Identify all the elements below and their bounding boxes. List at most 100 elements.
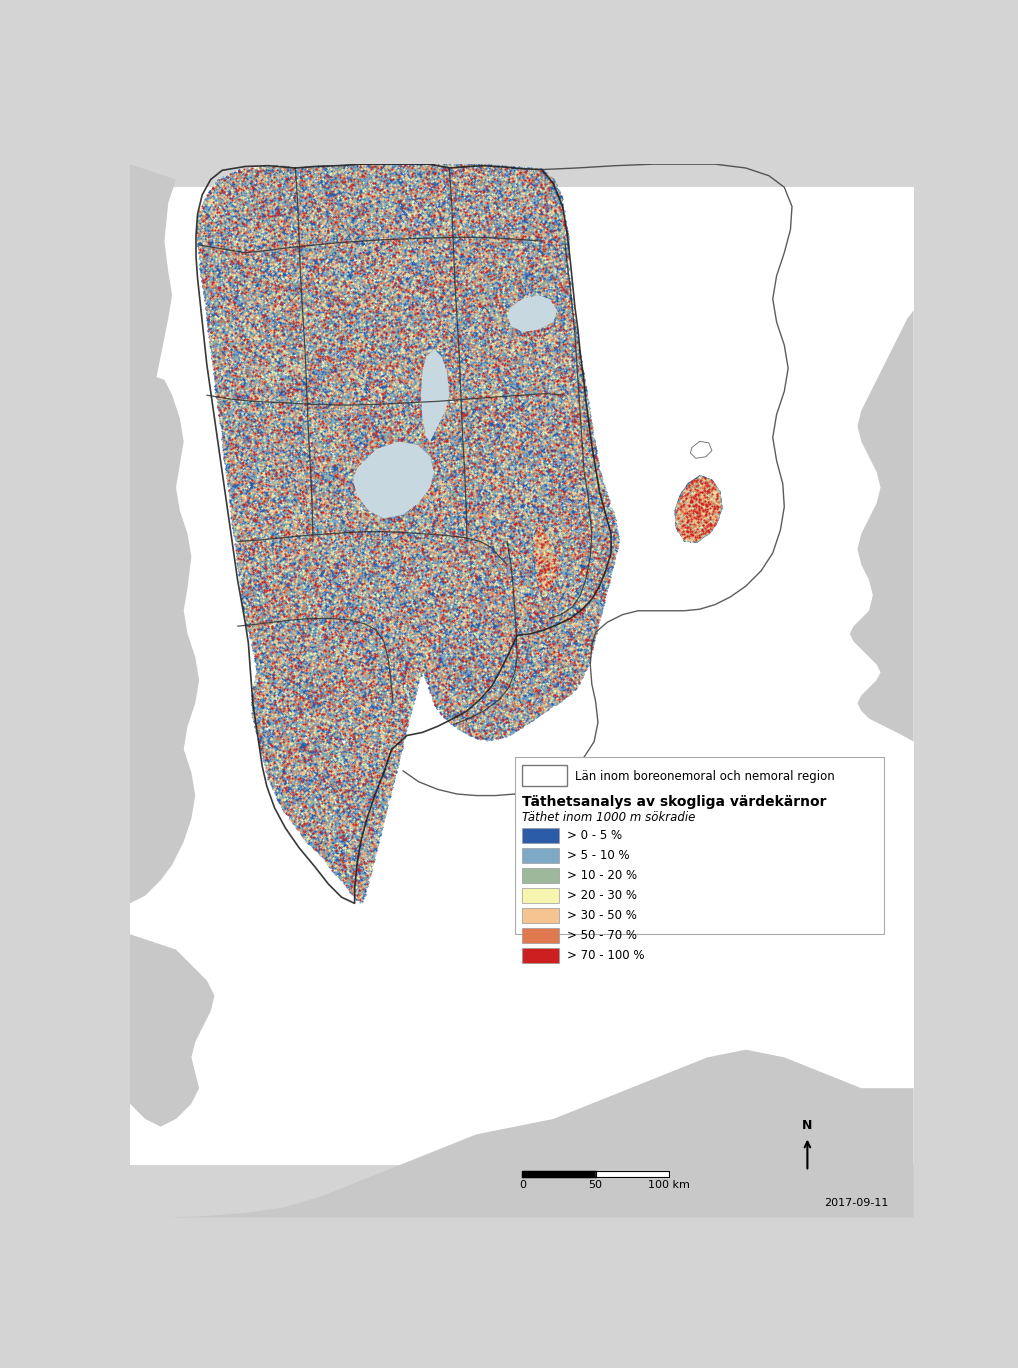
Point — [509, 498, 525, 520]
Point — [534, 430, 551, 451]
Point — [469, 421, 486, 443]
Point — [315, 706, 331, 728]
Point — [479, 376, 496, 398]
Point — [339, 164, 355, 186]
Point — [234, 213, 250, 235]
Point — [441, 536, 457, 558]
Point — [400, 260, 416, 282]
Point — [291, 224, 307, 246]
Point — [332, 235, 348, 257]
Point — [442, 317, 458, 339]
Point — [263, 599, 279, 621]
Point — [462, 230, 478, 252]
Point — [485, 331, 501, 353]
Point — [327, 263, 343, 285]
Point — [454, 543, 470, 565]
Point — [450, 156, 466, 178]
Point — [702, 505, 719, 527]
Point — [546, 321, 562, 343]
Point — [229, 291, 245, 313]
Point — [473, 183, 490, 205]
Point — [315, 368, 331, 390]
Point — [446, 501, 462, 523]
Point — [351, 312, 367, 334]
Point — [284, 539, 300, 561]
Point — [322, 631, 338, 653]
Point — [684, 510, 700, 532]
Point — [243, 163, 260, 185]
Point — [422, 350, 439, 372]
Point — [269, 237, 285, 259]
Point — [528, 161, 545, 183]
Point — [460, 654, 476, 676]
Point — [681, 491, 697, 513]
Point — [409, 644, 426, 666]
Point — [532, 330, 549, 352]
Point — [359, 378, 376, 399]
Point — [421, 249, 438, 271]
Point — [274, 531, 290, 553]
Point — [514, 194, 530, 216]
Point — [216, 216, 232, 238]
Point — [575, 512, 591, 534]
Point — [584, 512, 601, 534]
Point — [406, 666, 422, 688]
Point — [431, 451, 447, 473]
Point — [213, 373, 229, 395]
Point — [543, 572, 559, 594]
Point — [340, 330, 356, 352]
Point — [322, 347, 338, 369]
Point — [584, 477, 601, 499]
Point — [372, 335, 388, 357]
Point — [331, 440, 347, 462]
Point — [302, 450, 319, 472]
Point — [245, 404, 262, 425]
Point — [495, 387, 511, 409]
Point — [397, 338, 413, 360]
Point — [259, 632, 275, 654]
Point — [365, 472, 382, 494]
Point — [540, 391, 556, 413]
Point — [331, 234, 347, 256]
Point — [562, 465, 578, 487]
Point — [394, 595, 410, 617]
Point — [320, 633, 336, 655]
Point — [398, 711, 414, 733]
Point — [273, 670, 289, 692]
Point — [391, 265, 407, 287]
Point — [343, 324, 359, 346]
Point — [516, 300, 532, 321]
Point — [435, 228, 451, 250]
Point — [249, 354, 266, 376]
Point — [570, 629, 586, 651]
Point — [488, 586, 504, 607]
Point — [378, 358, 394, 380]
Point — [347, 224, 363, 246]
Point — [529, 625, 546, 647]
Point — [529, 584, 546, 606]
Point — [533, 562, 550, 584]
Point — [534, 373, 551, 395]
Point — [376, 208, 392, 230]
Point — [401, 233, 417, 254]
Point — [428, 598, 444, 620]
Point — [390, 308, 406, 330]
Point — [274, 785, 290, 807]
Point — [355, 390, 372, 412]
Point — [569, 451, 585, 473]
Point — [287, 595, 303, 617]
Point — [691, 471, 708, 492]
Point — [520, 622, 536, 644]
Point — [552, 498, 568, 520]
Point — [475, 294, 492, 316]
Point — [227, 289, 243, 311]
Point — [282, 488, 298, 510]
Point — [300, 416, 317, 438]
Point — [678, 491, 694, 513]
Point — [476, 687, 493, 709]
Point — [449, 339, 465, 361]
Point — [356, 539, 373, 561]
Point — [417, 562, 434, 584]
Point — [295, 643, 312, 665]
Point — [503, 235, 519, 257]
